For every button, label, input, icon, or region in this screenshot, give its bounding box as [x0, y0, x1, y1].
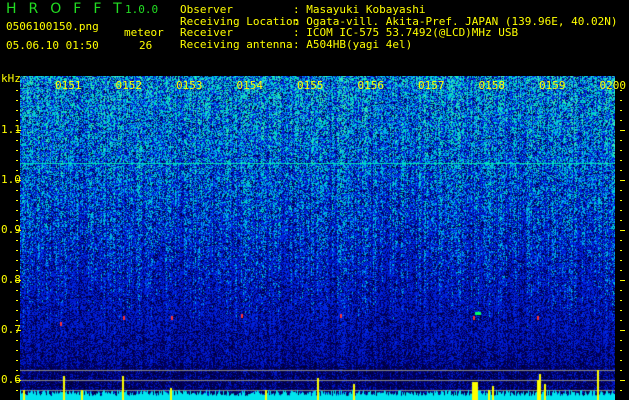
time-label: 0154	[236, 79, 264, 92]
info-label: Receiver	[180, 26, 233, 39]
minor-tick	[16, 100, 18, 101]
minor-tick	[16, 390, 18, 391]
minor-tick	[620, 300, 622, 301]
minor-tick	[16, 320, 18, 321]
minor-tick	[16, 250, 18, 251]
minor-tick	[16, 170, 18, 171]
minor-tick	[620, 170, 622, 171]
meteor-label: meteor	[124, 26, 164, 39]
minor-tick	[620, 320, 622, 321]
minor-tick	[16, 310, 18, 311]
datetime: 05.06.10 01:50	[6, 39, 99, 52]
minor-tick	[16, 200, 18, 201]
minor-tick	[620, 280, 625, 281]
time-label: 0158	[478, 79, 506, 92]
minor-tick	[620, 250, 622, 251]
info-value: : Ogata-vill. Akita-Pref. JAPAN (139.96E…	[293, 14, 618, 28]
minor-tick	[16, 110, 18, 111]
app-version: 1.0.0	[125, 3, 159, 16]
minor-tick	[620, 360, 622, 361]
minor-tick	[16, 360, 18, 361]
info-value: : Masayuki Kobayashi	[293, 3, 426, 16]
minor-tick	[16, 190, 18, 191]
minor-tick	[16, 260, 18, 261]
meteor-count: 26	[139, 39, 153, 52]
minor-tick	[620, 110, 622, 111]
minor-tick	[620, 290, 622, 291]
y-tick-label: 0.8	[1, 273, 21, 286]
minor-tick	[16, 130, 21, 131]
y-unit-label: kHz	[1, 72, 21, 85]
info-value: : A504HB(yagi 4el)	[293, 37, 413, 51]
minor-tick	[620, 260, 622, 261]
time-label: 0159	[539, 79, 566, 92]
minor-tick	[620, 270, 622, 271]
minor-tick	[620, 210, 622, 211]
minor-tick	[620, 200, 622, 201]
minor-tick	[620, 230, 625, 231]
minor-tick	[16, 90, 18, 91]
minor-tick	[620, 100, 622, 101]
minor-tick	[620, 350, 622, 351]
minor-tick	[620, 240, 622, 241]
minor-tick	[16, 280, 21, 281]
time-label: 0152	[115, 79, 143, 92]
minor-tick	[16, 120, 18, 121]
minor-tick	[16, 160, 18, 161]
minor-tick	[620, 390, 622, 391]
minor-tick	[620, 370, 622, 371]
minor-tick	[16, 290, 18, 291]
time-label: 0200	[599, 79, 627, 92]
minor-tick	[620, 340, 622, 341]
minor-tick	[16, 230, 21, 231]
time-label: 0153	[176, 79, 203, 92]
minor-tick	[620, 120, 622, 121]
info-value: : ICOM IC-575 53.7492(@LCD)MHz USB	[293, 26, 519, 39]
minor-tick	[16, 350, 18, 351]
y-tick-label: 0.7	[1, 323, 21, 336]
minor-tick	[16, 180, 21, 181]
minor-tick	[16, 150, 18, 151]
minor-tick	[620, 220, 622, 221]
y-tick-label: 0.6	[1, 373, 21, 386]
minor-tick	[16, 300, 18, 301]
minor-tick	[620, 130, 625, 131]
minor-tick	[16, 330, 21, 331]
minor-tick	[16, 370, 18, 371]
minor-tick	[16, 340, 18, 341]
minor-tick	[16, 240, 18, 241]
minor-tick	[16, 270, 18, 271]
time-label: 0151	[55, 79, 82, 92]
app-title: HROFFT	[6, 1, 134, 17]
minor-tick	[16, 220, 18, 221]
minor-tick	[620, 150, 622, 151]
minor-tick	[16, 210, 18, 211]
time-label: 0156	[357, 79, 385, 92]
minor-tick	[620, 380, 625, 381]
y-tick-label: 1.0	[1, 173, 21, 186]
time-label: 0157	[418, 79, 445, 92]
time-label: 0155	[297, 79, 324, 92]
info-label: Observer	[180, 3, 233, 16]
y-tick-label: 0.9	[1, 223, 21, 236]
minor-tick	[620, 330, 625, 331]
minor-tick	[16, 380, 21, 381]
y-tick-label: 1.1	[1, 123, 21, 136]
minor-tick	[620, 180, 625, 181]
minor-tick	[620, 90, 622, 91]
minor-tick	[620, 140, 622, 141]
filename: 0506100150.png	[6, 20, 99, 33]
spectrogram	[20, 76, 615, 400]
minor-tick	[620, 190, 622, 191]
info-label: Receiving Location	[180, 14, 300, 28]
minor-tick	[16, 140, 18, 141]
minor-tick	[620, 160, 622, 161]
minor-tick	[620, 310, 622, 311]
info-label: Receiving antenna	[180, 37, 293, 51]
